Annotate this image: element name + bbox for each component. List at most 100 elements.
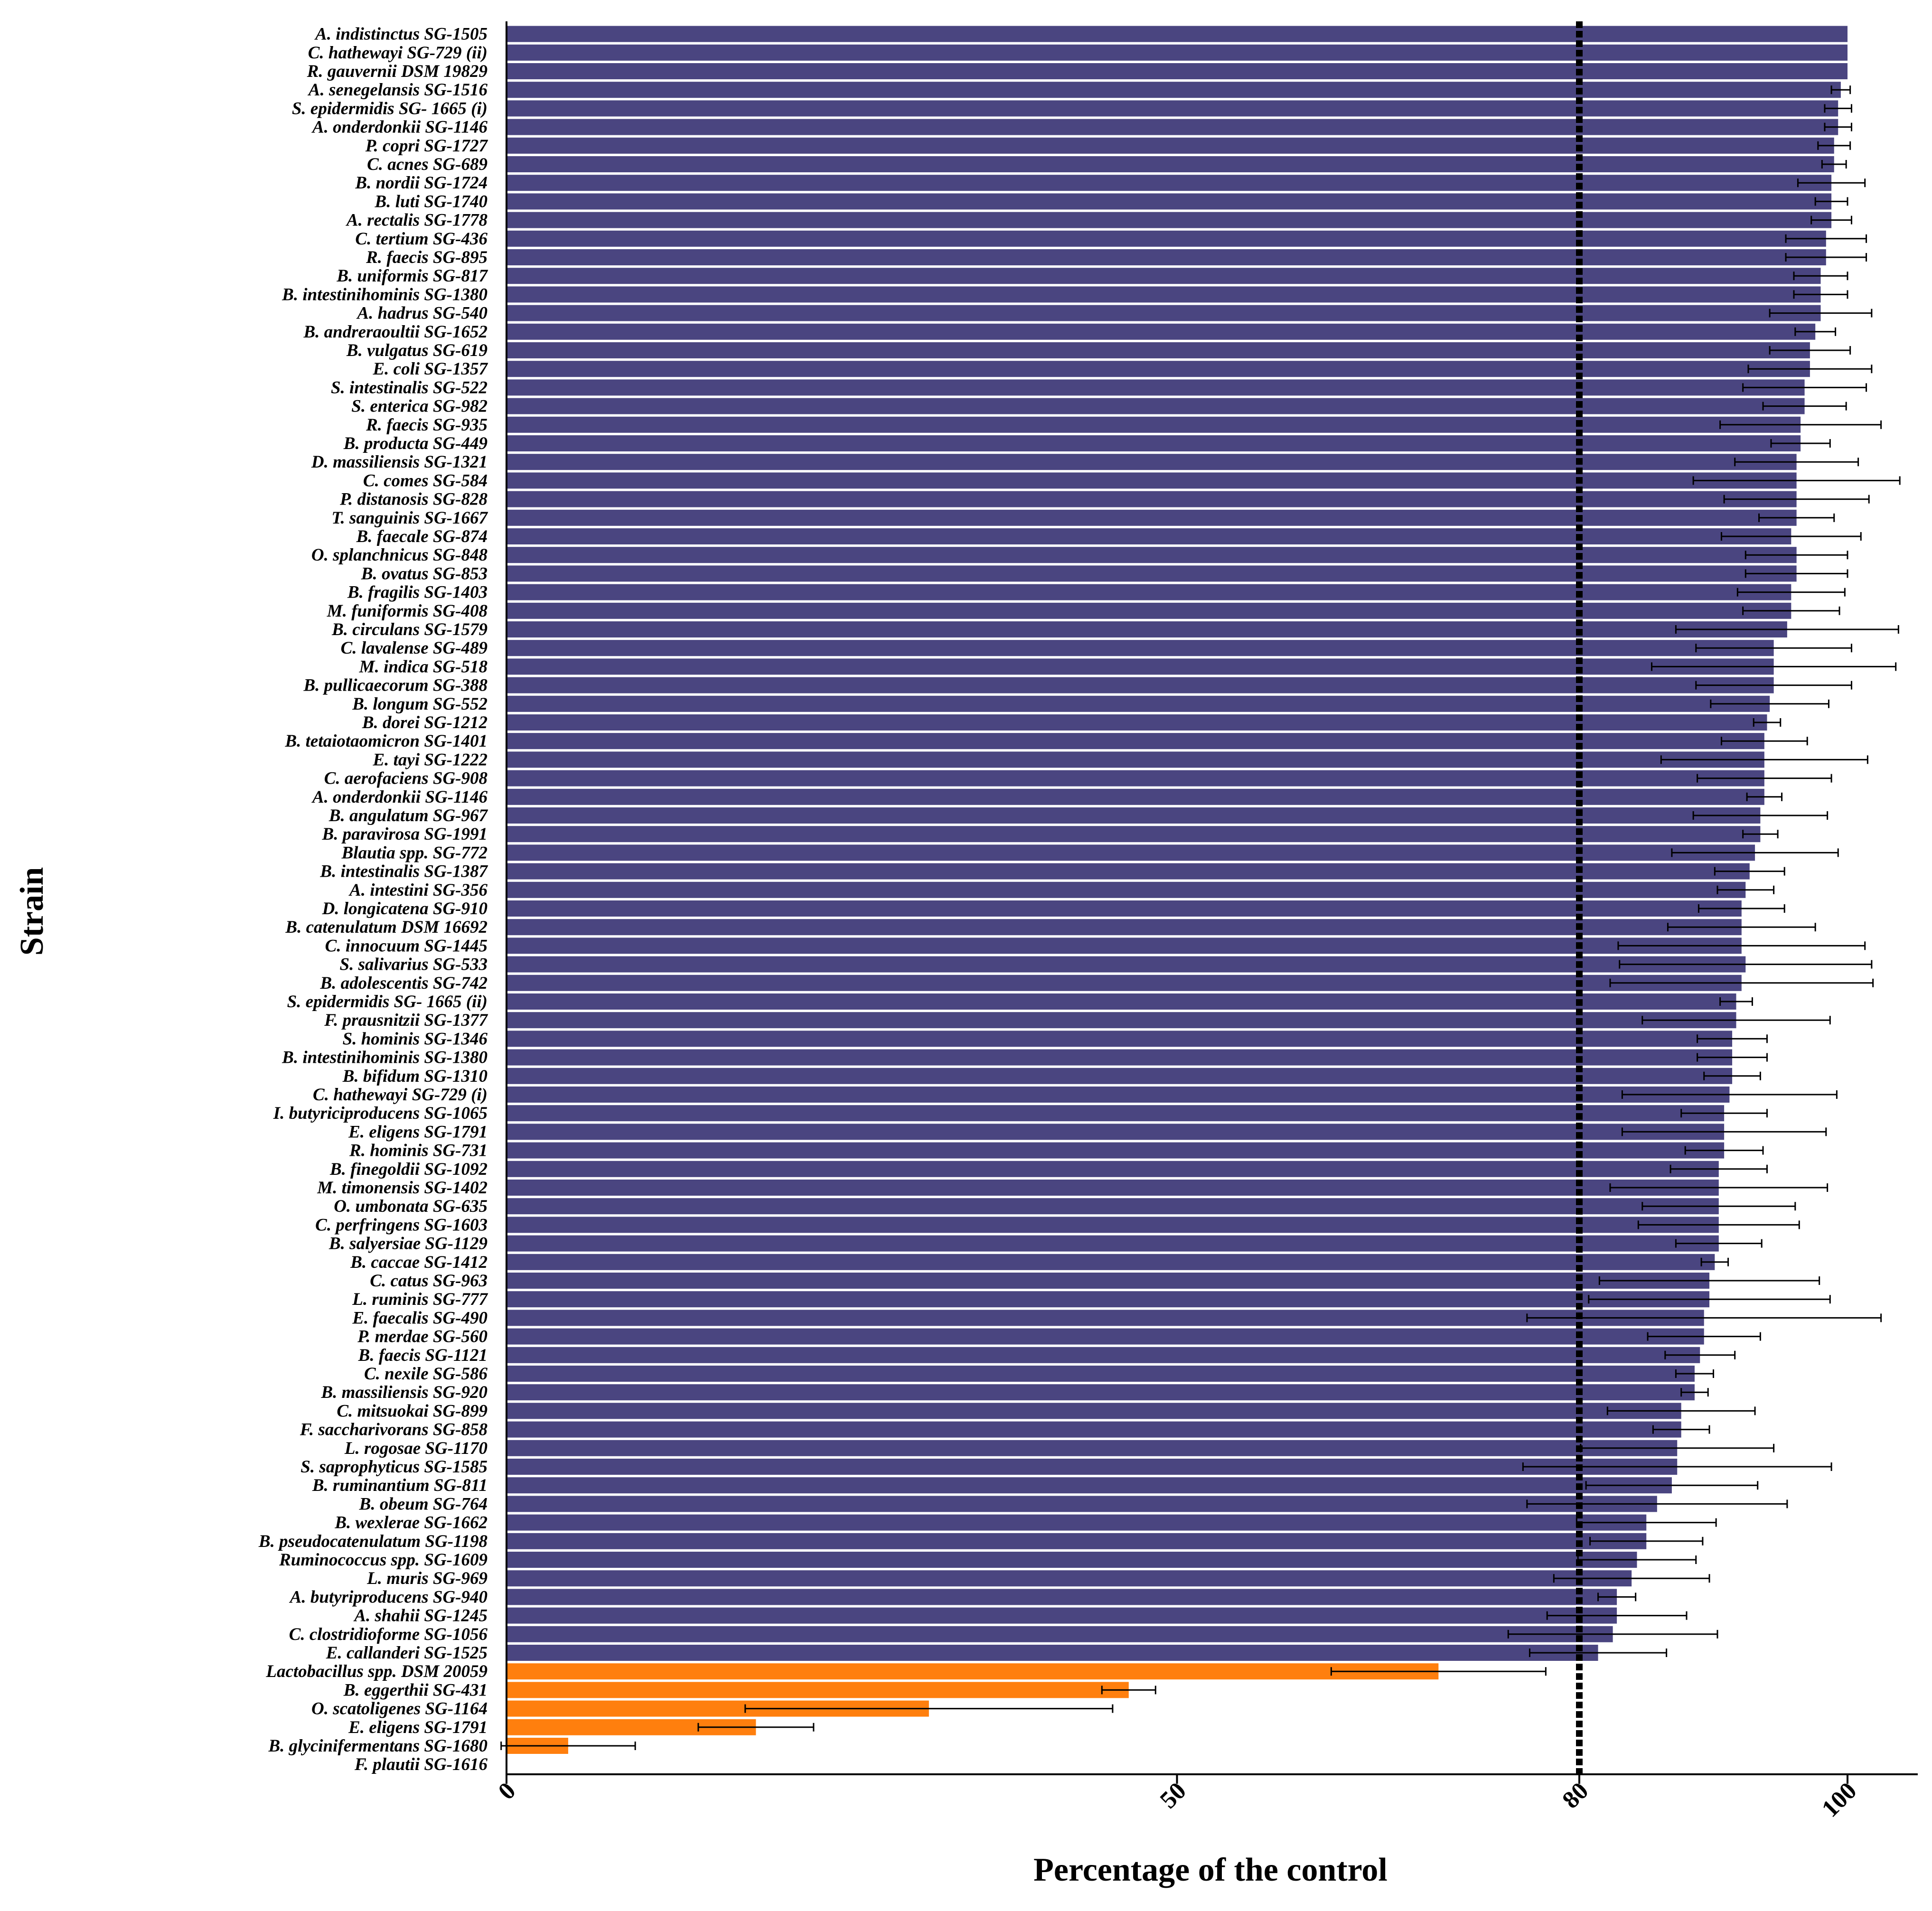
category-label: S. intestinalis SG-522 bbox=[331, 378, 488, 397]
category-label: E. callanderi SG-1525 bbox=[326, 1643, 488, 1663]
category-label: R. faecis SG-895 bbox=[366, 248, 488, 267]
bar bbox=[506, 379, 1805, 396]
bar bbox=[506, 212, 1832, 228]
category-label: M. indica SG-518 bbox=[359, 657, 488, 676]
bar bbox=[506, 1142, 1725, 1159]
category-label: D. longicatena SG-910 bbox=[322, 899, 488, 918]
bar bbox=[506, 1328, 1704, 1345]
category-label: B. glycinifermentans SG-1680 bbox=[268, 1736, 488, 1756]
bar bbox=[506, 435, 1801, 451]
category-label: L. ruminis SG-777 bbox=[352, 1290, 488, 1309]
bar bbox=[506, 1589, 1617, 1605]
bar bbox=[506, 454, 1797, 470]
bar bbox=[506, 974, 1742, 991]
category-label: P. merdae SG-560 bbox=[357, 1327, 488, 1347]
bar bbox=[506, 1347, 1700, 1363]
category-label: B. pullicaecorum SG-388 bbox=[303, 676, 488, 695]
category-label: O. splanchnicus SG-848 bbox=[311, 545, 488, 565]
bar bbox=[506, 1682, 1129, 1698]
bar bbox=[506, 119, 1838, 135]
bar bbox=[506, 249, 1826, 265]
category-label: B. dorei SG-1212 bbox=[362, 713, 488, 732]
category-label: S. salivarius SG-533 bbox=[340, 955, 488, 974]
bar bbox=[506, 584, 1791, 600]
category-label: C. acnes SG-689 bbox=[367, 155, 488, 174]
category-label: Lactobacillus spp. DSM 20059 bbox=[265, 1662, 488, 1681]
bar bbox=[506, 528, 1791, 544]
category-label: T. sanguinis SG-1667 bbox=[331, 508, 488, 528]
category-label: A. butyriproducens SG-940 bbox=[289, 1587, 488, 1607]
bar bbox=[506, 1403, 1681, 1419]
category-label: D. massiliensis SG-1321 bbox=[311, 452, 488, 472]
bar bbox=[506, 863, 1750, 880]
bar bbox=[506, 82, 1841, 98]
category-label: C. perfringens SG-1603 bbox=[315, 1215, 488, 1235]
bar bbox=[506, 1663, 1439, 1680]
category-label: E. faecalis SG-490 bbox=[352, 1308, 488, 1328]
bar bbox=[506, 770, 1764, 787]
x-tick-label: 50 bbox=[1155, 1777, 1191, 1814]
bar bbox=[506, 714, 1767, 731]
category-label: R. gauvernii DSM 19829 bbox=[307, 62, 488, 81]
category-label: C. tertium SG-436 bbox=[355, 229, 488, 249]
category-label: P. distanosis SG-828 bbox=[339, 490, 488, 509]
category-label: R. hominis SG-731 bbox=[349, 1141, 488, 1161]
bar bbox=[506, 100, 1838, 117]
x-tick-label: 80 bbox=[1557, 1777, 1594, 1814]
bar bbox=[506, 1161, 1719, 1177]
x-tick-label: 100 bbox=[1817, 1777, 1862, 1822]
bar bbox=[506, 44, 1848, 61]
bar bbox=[506, 1105, 1725, 1122]
bar bbox=[506, 1217, 1719, 1233]
category-label: B. paravirosa SG-1991 bbox=[322, 824, 488, 844]
bar bbox=[506, 1570, 1632, 1587]
bar bbox=[506, 1310, 1704, 1326]
category-label: B. eggerthii SG-431 bbox=[343, 1680, 488, 1700]
category-label: S. saprophyticus SG-1585 bbox=[300, 1457, 488, 1477]
bar bbox=[506, 193, 1832, 210]
bar bbox=[506, 1198, 1719, 1215]
category-label: A. rectalis SG-1778 bbox=[346, 211, 488, 230]
category-label: C. lavalense SG-489 bbox=[341, 638, 488, 658]
bar bbox=[506, 956, 1746, 973]
bar bbox=[506, 1049, 1733, 1066]
category-label: C. nexile SG-586 bbox=[364, 1364, 488, 1384]
bar bbox=[506, 1533, 1647, 1549]
bar bbox=[506, 1496, 1657, 1512]
category-label: F. saccharivorans SG-858 bbox=[300, 1420, 488, 1440]
bar bbox=[506, 416, 1801, 433]
category-label: B. ruminantium SG-811 bbox=[312, 1476, 488, 1495]
bar bbox=[506, 993, 1736, 1010]
category-label: C. mitsuokai SG-899 bbox=[337, 1401, 488, 1421]
category-label: E. eligens SG-1791 bbox=[348, 1122, 488, 1142]
y-axis-title: Strain bbox=[14, 867, 50, 956]
category-label: B. intestinalis SG-1387 bbox=[319, 862, 488, 881]
bar bbox=[506, 1459, 1678, 1475]
category-label: B. producta SG-449 bbox=[343, 434, 488, 453]
bar bbox=[506, 547, 1797, 563]
bar bbox=[506, 156, 1834, 172]
bar bbox=[506, 26, 1848, 42]
category-label: S. hominis SG-1346 bbox=[343, 1029, 488, 1049]
bar bbox=[506, 1068, 1733, 1084]
bar bbox=[506, 137, 1834, 154]
bar bbox=[506, 565, 1797, 582]
bar bbox=[506, 63, 1848, 79]
category-label: A. onderdonkii SG-1146 bbox=[311, 118, 488, 137]
category-label: L. rogosae SG-1170 bbox=[344, 1439, 488, 1458]
category-label: A. intestini SG-356 bbox=[348, 881, 488, 900]
bar bbox=[506, 1552, 1637, 1568]
category-label: B. faecale SG-874 bbox=[356, 527, 488, 546]
bar bbox=[506, 175, 1832, 191]
category-label: S. epidermidis SG- 1665 (ii) bbox=[287, 992, 488, 1012]
bar bbox=[506, 1477, 1672, 1494]
bar bbox=[506, 472, 1797, 489]
bar bbox=[506, 1030, 1733, 1047]
bar bbox=[506, 1384, 1695, 1401]
category-label: E. tayi SG-1222 bbox=[372, 750, 488, 769]
category-label: Ruminococcus spp. SG-1609 bbox=[279, 1550, 488, 1570]
bar bbox=[506, 602, 1791, 619]
category-label: S. enterica SG-982 bbox=[351, 397, 488, 416]
